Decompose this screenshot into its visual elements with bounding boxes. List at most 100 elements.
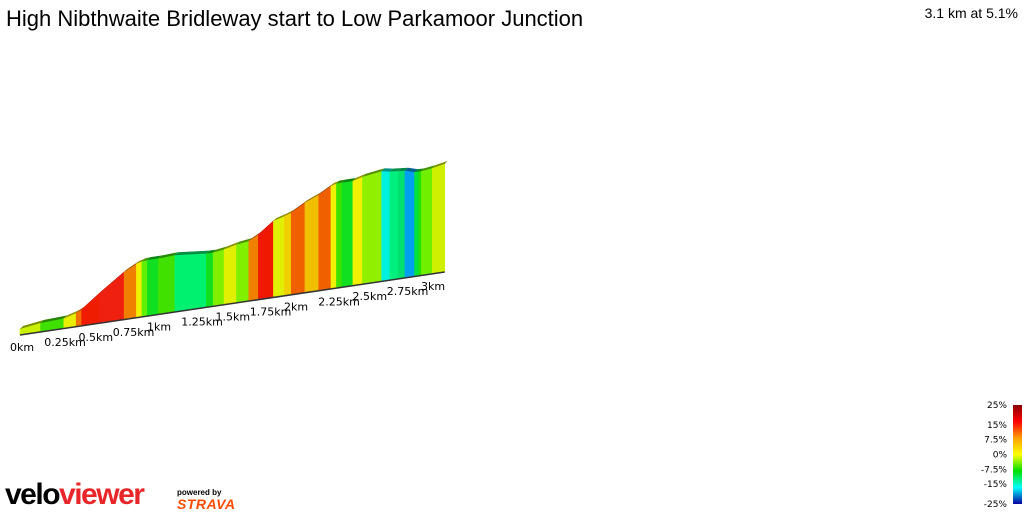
profile-segment <box>273 215 285 298</box>
profile-segment-top <box>40 315 67 324</box>
x-tick-label: 1km <box>147 321 171 334</box>
legend-label: 25% <box>987 401 1007 411</box>
profile-segment-top <box>158 252 178 259</box>
strava-logo[interactable]: STRAVA <box>177 496 236 512</box>
profile-segment-top <box>206 249 217 254</box>
profile-segment-top <box>291 199 308 213</box>
profile-segment-top <box>284 209 295 217</box>
profile-segment-top <box>236 238 252 245</box>
profile-segment <box>397 170 406 280</box>
x-tick-label: 0km <box>10 341 34 354</box>
profile-segment-top <box>76 306 85 314</box>
profile-segment-top <box>124 260 140 273</box>
profile-segment-top <box>330 180 340 187</box>
legend-label: 7.5% <box>984 436 1007 446</box>
logo-velo: velo <box>5 478 61 511</box>
profile-segment <box>123 263 137 320</box>
profile-segment-top <box>341 177 356 183</box>
gradient-legend: 25% 15% 7.5% 0% -7.5% -15% -25% <box>981 401 1022 510</box>
legend-label: -7.5% <box>981 465 1008 475</box>
x-tick-label: 2.75km <box>387 285 429 298</box>
profile-segment <box>432 163 446 275</box>
x-tick-label: 1.25km <box>181 316 223 329</box>
profile-segment-top <box>258 217 277 235</box>
profile-segment-top <box>20 320 44 329</box>
profile-segment-top <box>418 168 425 172</box>
x-tick-label: 1.75km <box>250 305 292 318</box>
x-tick-label: 0.5km <box>79 331 114 344</box>
logo-viewer: viewer <box>59 478 145 511</box>
profile-segment <box>330 183 337 290</box>
profile-segment-top <box>147 255 162 261</box>
x-tick-label: 2km <box>284 300 308 313</box>
profile-segment <box>158 254 176 315</box>
legend-label: -25% <box>984 500 1008 510</box>
profile-segment-top <box>381 168 393 172</box>
x-tick-label: 0.75km <box>113 326 155 339</box>
page-title: High Nibthwaite Bridleway start to Low P… <box>6 6 584 31</box>
profile-segment-top <box>398 167 408 172</box>
profile-segment <box>284 212 292 297</box>
profile-segment <box>248 234 259 302</box>
x-tick-label: 1.5km <box>216 311 251 324</box>
x-tick-label: 2.5km <box>353 290 388 303</box>
profile-segment <box>304 194 319 294</box>
profile-segment <box>341 180 354 288</box>
profile-segment-top <box>432 160 448 169</box>
x-tick-label: 0.25km <box>44 336 86 349</box>
profile-segment <box>418 170 422 277</box>
profile-segment-top <box>63 310 80 319</box>
profile-segment <box>362 170 382 285</box>
x-tick-label: 2.25km <box>318 295 360 308</box>
profile-segment-top <box>336 179 345 184</box>
profile-segment <box>404 170 415 279</box>
profile-segment <box>258 220 274 301</box>
profile-segment <box>212 249 225 307</box>
profile-segment-top <box>141 257 151 262</box>
profile-segment-top <box>136 258 145 264</box>
profile-segment-top <box>213 246 228 253</box>
profile-segment <box>141 259 148 318</box>
profile-segment <box>81 292 100 327</box>
profile-segment <box>336 182 343 289</box>
profile-segment <box>147 258 159 317</box>
profile-segment <box>206 252 214 308</box>
profile-segment-top <box>304 191 322 203</box>
x-tick-label: 3km <box>421 280 445 293</box>
profile-segment-top <box>273 213 288 221</box>
profile-segments <box>19 160 448 336</box>
profile-segment <box>414 171 419 277</box>
profile-segment <box>174 253 207 313</box>
profile-segment-top <box>414 168 422 173</box>
profile-segment-top <box>352 173 366 181</box>
legend-label: -15% <box>984 480 1008 490</box>
legend-label: 15% <box>987 421 1007 431</box>
profile-segment-top <box>99 269 128 294</box>
profile-segment <box>421 167 433 276</box>
profile-segment <box>99 271 125 324</box>
profile-segment-top <box>362 168 385 177</box>
profile-segment-top <box>389 168 402 172</box>
profile-segment <box>352 176 363 286</box>
veloviewer-logo[interactable]: veloviewer <box>5 478 145 512</box>
profile-segment <box>136 261 143 319</box>
profile-segment-top <box>404 167 418 173</box>
segment-summary: 3.1 km at 5.1% <box>924 5 1018 21</box>
profile-segment <box>389 170 399 281</box>
profile-segment <box>381 170 391 282</box>
profile-segment <box>318 185 332 292</box>
profile-segment-top <box>318 183 334 195</box>
legend-color-bar <box>1013 405 1022 504</box>
profile-segment <box>236 240 250 304</box>
profile-segment <box>290 202 306 296</box>
profile-baseline <box>19 271 445 336</box>
legend-label: 0% <box>993 451 1008 461</box>
profile-segment <box>223 244 237 306</box>
powered-by-label: powered by <box>177 488 222 497</box>
profile-segment-top <box>174 250 210 256</box>
profile-segment-top <box>421 165 436 172</box>
profile-segment-top <box>224 241 240 250</box>
profile-segment-top <box>81 290 103 310</box>
